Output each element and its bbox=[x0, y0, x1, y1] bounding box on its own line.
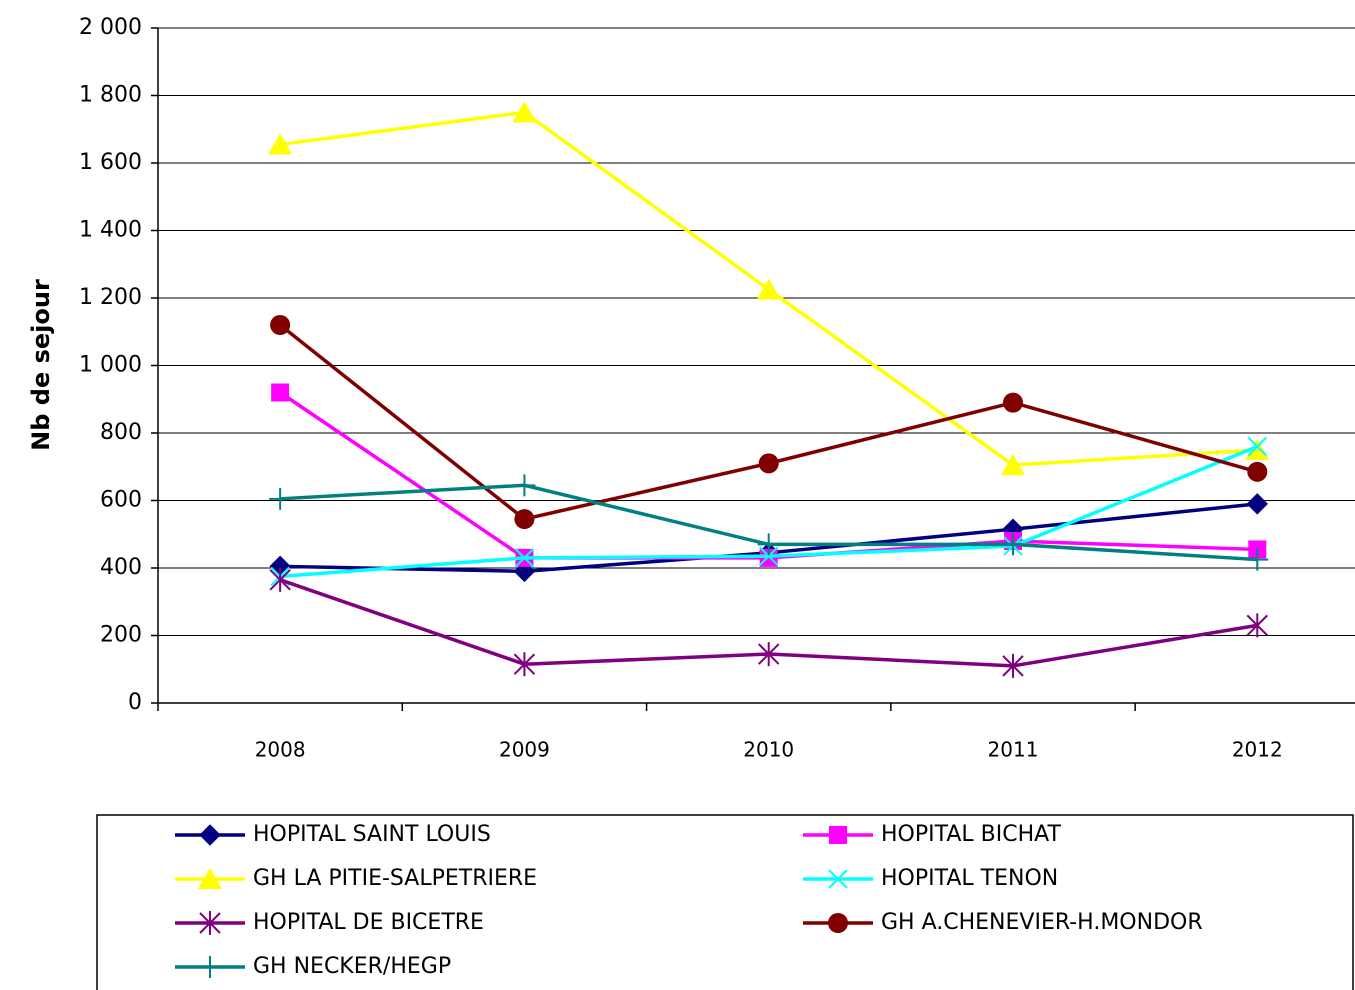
x-tick-label: 2008 bbox=[255, 738, 306, 762]
y-tick-label: 1 200 bbox=[79, 285, 142, 310]
legend-box bbox=[96, 814, 1354, 990]
series-marker bbox=[1002, 653, 1024, 678]
series-marker bbox=[271, 383, 290, 402]
legend-marker bbox=[828, 913, 848, 933]
series-marker bbox=[1002, 533, 1024, 556]
y-tick-label: 800 bbox=[100, 420, 142, 445]
series-marker bbox=[759, 546, 779, 566]
legend-label: GH LA PITIE-SALPETRIERE bbox=[253, 866, 537, 891]
series-line bbox=[279, 391, 1258, 560]
series-marker bbox=[756, 278, 781, 300]
legend-label: HOPITAL SAINT LOUIS bbox=[253, 822, 491, 847]
series-marker bbox=[270, 315, 291, 335]
legend-marker bbox=[828, 869, 848, 889]
x-tick-label: 2009 bbox=[499, 738, 550, 762]
series-marker bbox=[1001, 454, 1025, 476]
legend-label: GH A.CHENEVIER-H.MONDOR bbox=[881, 910, 1203, 935]
legend-marker bbox=[199, 824, 221, 846]
legend-label: HOPITAL BICHAT bbox=[881, 822, 1061, 847]
x-tick-label: 2010 bbox=[743, 738, 794, 762]
series-marker bbox=[1247, 461, 1268, 482]
series-marker bbox=[1003, 392, 1023, 413]
series-marker bbox=[1246, 613, 1268, 638]
y-tick-label: 0 bbox=[128, 690, 142, 715]
legend-marker bbox=[199, 956, 221, 978]
series-marker bbox=[514, 548, 535, 568]
y-tick-label: 2 000 bbox=[79, 15, 142, 40]
series-marker bbox=[1247, 436, 1267, 457]
series-marker bbox=[514, 509, 535, 530]
legend-marker bbox=[829, 826, 847, 844]
series-marker bbox=[269, 567, 291, 592]
x-tick-label: 2011 bbox=[988, 738, 1039, 762]
legend-label: HOPITAL DE BICETRE bbox=[253, 910, 484, 935]
x-tick-label: 2012 bbox=[1232, 738, 1283, 762]
y-tick-label: 600 bbox=[100, 488, 142, 513]
legend-marker bbox=[199, 911, 221, 935]
y-tick-label: 400 bbox=[100, 555, 142, 580]
y-tick-label: 200 bbox=[100, 623, 142, 648]
series-marker bbox=[512, 101, 537, 123]
legend-label: HOPITAL TENON bbox=[881, 866, 1058, 891]
series-marker bbox=[268, 133, 293, 155]
series-marker bbox=[1246, 493, 1268, 515]
y-tick-label: 1 000 bbox=[79, 353, 142, 378]
y-tick-label: 1 600 bbox=[79, 150, 142, 175]
series-marker bbox=[1246, 548, 1269, 571]
legend-label: GH NECKER/HEGP bbox=[253, 954, 451, 979]
series-marker bbox=[269, 487, 292, 510]
series-marker bbox=[758, 642, 780, 667]
series-marker bbox=[757, 533, 780, 556]
legend-marker bbox=[198, 868, 222, 889]
series-marker bbox=[513, 474, 536, 497]
series-marker bbox=[1245, 438, 1270, 460]
series-marker bbox=[758, 453, 779, 474]
y-tick-label: 1 400 bbox=[79, 218, 142, 243]
series-marker bbox=[513, 652, 536, 677]
y-axis-label: Nb de sejour bbox=[27, 279, 55, 451]
y-tick-label: 1 800 bbox=[79, 83, 142, 108]
